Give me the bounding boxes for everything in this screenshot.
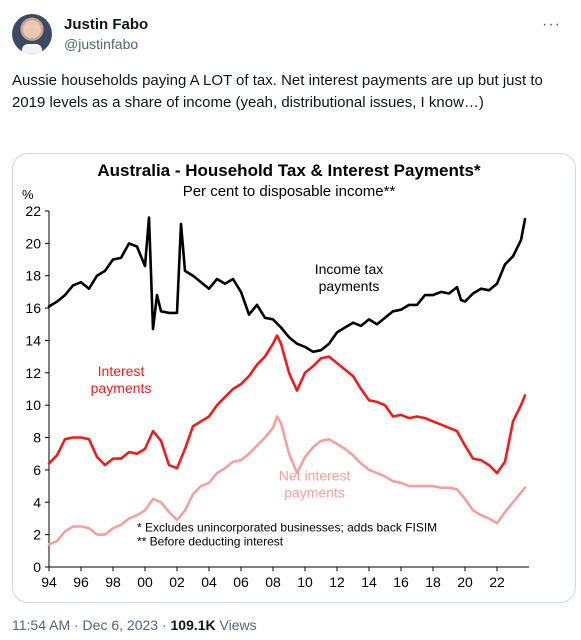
views-label: Views	[215, 617, 257, 633]
avatar-shirt	[22, 44, 42, 54]
avatar[interactable]	[12, 14, 52, 54]
series-line-0	[47, 216, 527, 354]
x-tick-label: 12	[329, 574, 345, 590]
y-tick-label: 22	[25, 203, 41, 219]
y-tick-label: 6	[33, 462, 41, 478]
y-tick-label: 8	[33, 430, 41, 446]
x-tick-label: 16	[393, 574, 409, 590]
x-tick-label: 06	[233, 574, 249, 590]
x-tick-label: 14	[361, 574, 377, 590]
x-tick-label: 96	[73, 574, 89, 590]
x-tick-label: 00	[137, 574, 153, 590]
y-tick-label: 4	[33, 494, 41, 510]
x-tick-label: 22	[489, 574, 505, 590]
y-tick-label: 20	[25, 235, 41, 251]
x-tick-label: 98	[105, 574, 121, 590]
series-label-2-line-1: payments	[284, 484, 345, 500]
series-label-1-line-1: payments	[91, 380, 152, 396]
series-label-2-line-0: Net interest	[279, 467, 351, 483]
y-tick-label: 2	[33, 527, 41, 543]
views-count: 109.1K	[170, 617, 216, 633]
x-tick-label: 02	[169, 574, 185, 590]
series-line-2	[47, 415, 527, 546]
y-tick-label: 12	[25, 365, 41, 381]
chart-subtitle: Per cent to disposable income**	[183, 183, 396, 200]
x-tick-label: 94	[41, 574, 57, 590]
x-tick-label: 04	[201, 574, 217, 590]
x-tick-label: 10	[297, 574, 313, 590]
tweet-header: Justin Fabo @justinfabo ···	[12, 14, 567, 58]
footnote-0: * Excludes unincorporated businesses; ad…	[137, 520, 437, 534]
x-tick-label: 18	[425, 574, 441, 590]
tweet-footer: 11:54 AM · Dec 6, 2023 · 109.1K Views	[12, 617, 257, 633]
chart-title: Australia - Household Tax & Interest Pay…	[97, 161, 481, 180]
series-label-0-line-1: payments	[319, 278, 380, 294]
footnote-1: ** Before deducting interest	[137, 534, 284, 548]
chart-svg: Australia - Household Tax & Interest Pay…	[22, 161, 529, 590]
tweet-text: Aussie households paying A LOT of tax. N…	[12, 72, 543, 111]
chart-image[interactable]: Australia - Household Tax & Interest Pay…	[12, 153, 576, 603]
author-name[interactable]: Justin Fabo	[64, 16, 149, 33]
timestamp[interactable]: 11:54 AM · Dec 6, 2023 ·	[12, 617, 171, 633]
more-horizontal-icon[interactable]: ···	[542, 16, 561, 33]
x-tick-label: 08	[265, 574, 281, 590]
series-label-0-line-0: Income tax	[315, 261, 383, 277]
y-tick-label: 18	[25, 268, 41, 284]
x-tick-label: 20	[457, 574, 473, 590]
y-tick-label: 14	[25, 332, 41, 348]
y-tick-label: 0	[33, 559, 41, 575]
y-axis-unit-label: %	[22, 187, 34, 202]
y-tick-label: 10	[25, 397, 41, 413]
series-label-1-line-0: Interest	[98, 363, 145, 379]
series-line-1	[47, 334, 527, 475]
author-handle[interactable]: @justinfabo	[64, 36, 139, 52]
y-tick-label: 16	[25, 300, 41, 316]
